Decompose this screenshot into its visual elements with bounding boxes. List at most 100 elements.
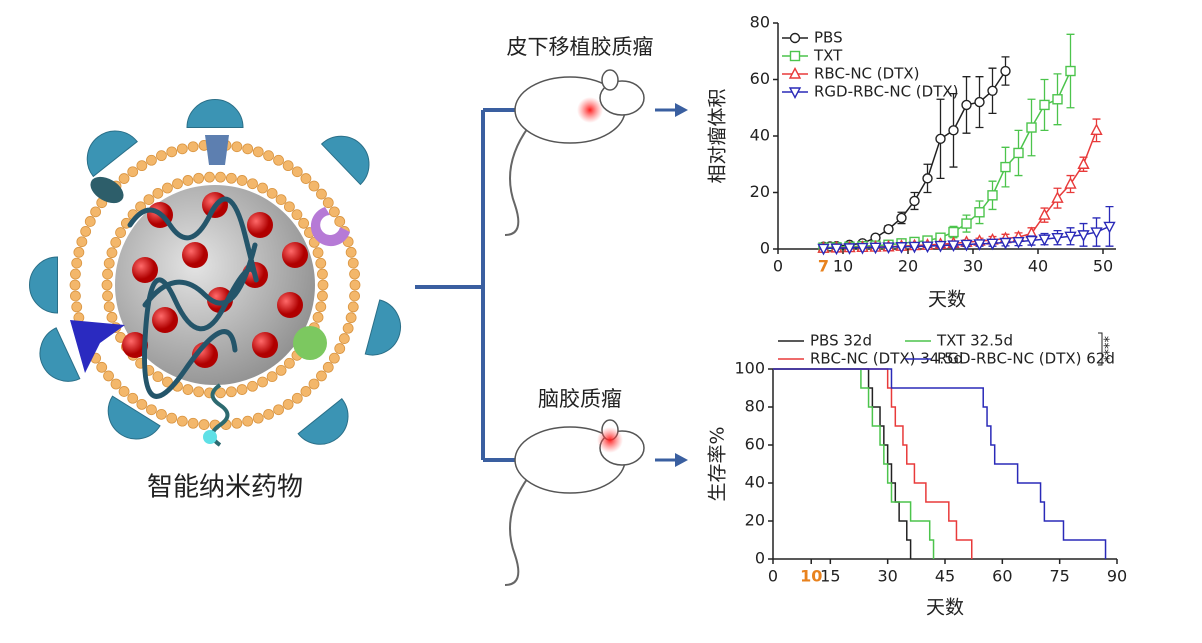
lipid-head [345,312,357,324]
lipid-head [316,188,327,200]
lipid-head [102,290,113,302]
lipid-head [257,376,268,388]
lipid-head [291,166,303,178]
lipid-head [345,246,357,258]
x-axis-label: 天数 [926,597,964,619]
marker [1000,161,1011,173]
lipid-head [118,173,130,184]
lipid-head [115,227,126,238]
y-tick-label: 0 [755,549,765,568]
mouse-tail [504,124,531,236]
receptor [107,395,161,440]
lipid-head [338,333,350,344]
arrowhead [675,103,688,467]
drug [132,257,158,283]
lipid-head [231,417,243,429]
receptor [29,256,58,314]
lipid-head [110,237,122,248]
lipid-head [71,301,83,313]
x-tick-label: 45 [935,567,955,586]
x-tick-label: 0 [773,257,783,276]
lipid-head [156,150,167,162]
drug [152,307,178,333]
lipid-head [316,370,327,382]
x-tick-label: 20 [898,257,918,276]
survival-curve [773,368,912,559]
marker [1038,234,1051,247]
marker [934,240,947,253]
y-tick-label: 60 [750,69,770,88]
lipid-head [193,172,205,184]
lipid-head [215,387,226,399]
x-tick-label: 0 [768,567,778,586]
lipid-head [84,216,96,227]
lipid-head [347,257,359,269]
lipid-head [322,197,334,209]
lipid-head [252,412,264,424]
marker [1013,147,1024,159]
lipid-head [127,392,139,404]
y-tick-label: 40 [750,126,770,145]
lipid-head [215,171,226,183]
marker [909,195,920,207]
y-tick-label: 80 [745,397,765,416]
marker [961,218,972,229]
marker [1052,94,1063,105]
lipid-head [231,141,243,153]
lipid-head [317,290,328,302]
y-tick-label: 20 [750,182,770,201]
y-axis-label: 相对瘤体积 [707,88,729,183]
x-tick-label: 75 [1049,567,1069,586]
lipid-head [247,380,258,392]
lipid-head [182,384,194,395]
lipid-head [308,180,320,192]
protein [90,176,124,204]
marker [1012,236,1025,249]
marker [1039,99,1050,111]
lipid-head [225,172,237,184]
lipid-head [106,247,118,259]
marker [908,241,921,254]
legend-label: PBS [814,29,843,47]
marker [788,87,802,100]
tumor [597,427,623,453]
x-tick-label: 15 [820,567,840,586]
marker [948,125,959,136]
receptor [364,299,401,356]
caption: 智能纳米药物 [147,473,303,503]
lipid-head [312,311,324,323]
marker [830,243,843,256]
lipid-head [308,378,320,390]
protein [293,326,327,360]
marker [1090,123,1103,136]
lipid-head [90,206,102,218]
marker [1038,208,1051,220]
x-tick-label: 50 [1093,257,1113,276]
legend-label: RGD-RBC-NC (DTX) [814,83,959,101]
lipid-head [252,146,264,158]
marker [895,242,908,254]
lipid-head [284,357,295,369]
lipid-head [275,365,287,376]
marker [1051,191,1064,203]
receptor [39,327,81,382]
lipid-head [282,160,294,172]
marker [986,238,999,251]
lipid-head [71,257,83,269]
protein [205,135,229,165]
lipid-head [176,415,188,427]
marker [974,207,985,218]
lipid-head [106,311,118,323]
lipid-head [282,398,294,410]
lipid-head [334,216,346,227]
lipid-head [334,343,346,354]
marker [1103,221,1116,234]
receptor [186,99,244,128]
lipid-head [103,370,114,382]
x-tick-label: 90 [1107,567,1127,586]
lipid-head [143,194,155,205]
lipid-head [166,146,178,158]
x-tick-label: 10 [800,567,822,586]
lipid-head [266,371,278,383]
